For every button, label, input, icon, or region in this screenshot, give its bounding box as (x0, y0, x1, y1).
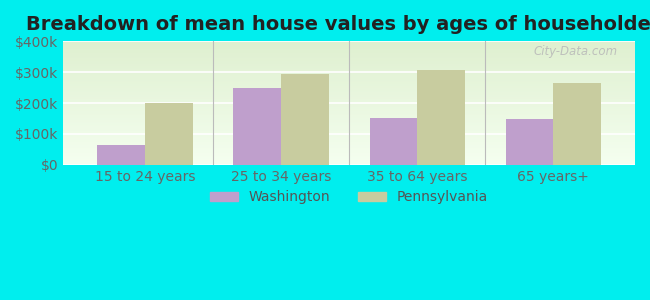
Bar (370, 118, 417, 165)
Legend: Washington, Pennsylvania: Washington, Pennsylvania (204, 185, 494, 210)
Bar (417, 70, 465, 165)
Bar (553, 83, 601, 165)
Bar (281, 74, 329, 165)
Title: Breakdown of mean house values by ages of householders: Breakdown of mean house values by ages o… (26, 15, 650, 34)
Bar (145, 103, 192, 165)
Bar (98, 145, 145, 165)
Bar (506, 119, 553, 165)
Text: City-Data.com: City-Data.com (534, 45, 618, 58)
Bar (233, 88, 281, 165)
